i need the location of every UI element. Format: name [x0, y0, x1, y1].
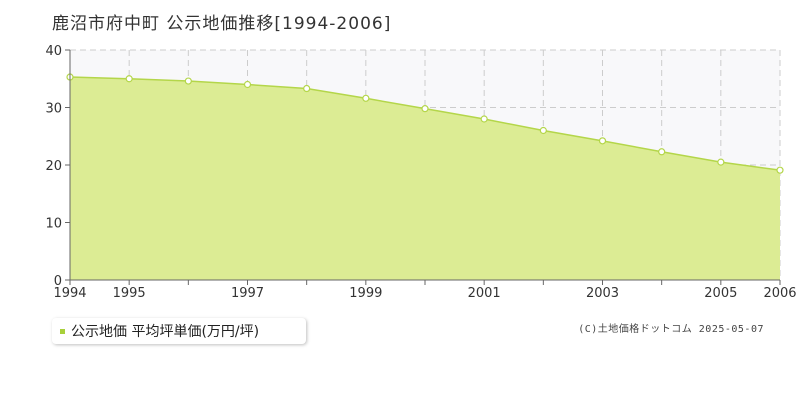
credit-text: (C)土地価格ドットコム 2025-05-07 — [578, 324, 764, 335]
data-point — [539, 126, 547, 135]
chart-title: 鹿沼市府中町 公示地価推移[1994-2006] — [52, 14, 392, 34]
y-tick-label: 40 — [45, 44, 62, 59]
data-point — [658, 148, 666, 156]
data-point — [243, 80, 252, 89]
x-tick-label: 2001 — [468, 286, 501, 301]
y-tick-label: 0 — [54, 274, 62, 289]
data-point — [776, 166, 784, 174]
data-point — [598, 137, 607, 145]
legend-marker — [60, 328, 65, 334]
y-tick-label: 30 — [45, 102, 62, 117]
legend-label: 公示地価 平均坪単価(万円/坪) — [71, 324, 260, 340]
y-tick-label: 20 — [45, 159, 62, 174]
x-tick-label: 1999 — [349, 286, 382, 301]
data-point — [480, 115, 488, 123]
data-point — [362, 94, 370, 102]
x-tick-label: 1997 — [231, 286, 264, 301]
data-point — [303, 84, 311, 93]
legend: 公示地価 平均坪単価(万円/坪) — [52, 318, 306, 344]
y-tick-label: 10 — [45, 217, 62, 232]
data-point — [421, 105, 429, 113]
x-tick-label: 2003 — [586, 286, 619, 301]
x-tick-label: 2005 — [704, 286, 737, 301]
x-tick-label: 1994 — [53, 286, 86, 301]
data-point — [125, 75, 133, 83]
data-point — [184, 77, 192, 85]
data-point — [717, 158, 725, 166]
x-tick-label: 1995 — [113, 286, 146, 301]
x-tick-label: 2006 — [763, 286, 796, 301]
area-fill — [70, 77, 780, 281]
